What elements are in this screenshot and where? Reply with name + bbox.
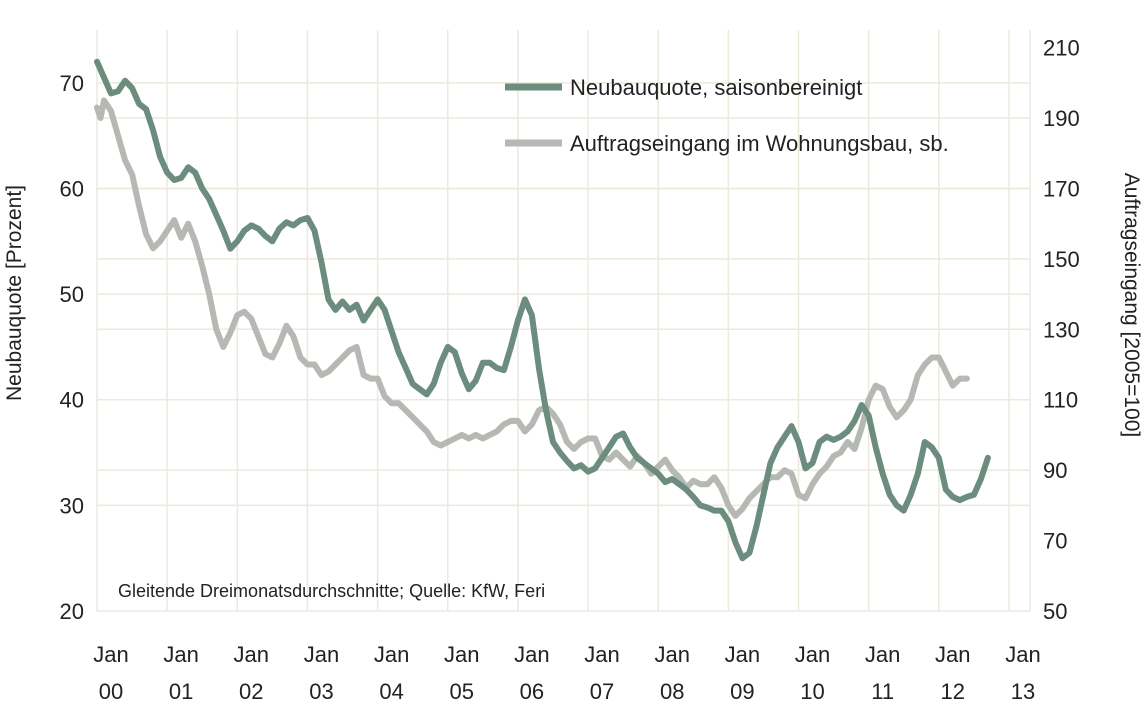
left-axis: 20 30 40 50 60 70 — [60, 71, 84, 624]
right-axis: 50 70 90 110 130 150 170 190 210 — [1043, 36, 1080, 624]
right-tick-label: 190 — [1043, 106, 1080, 131]
x-tick-label-year: 05 — [450, 679, 474, 703]
x-tick-label-month: Jan — [654, 642, 689, 667]
legend-label-auftragseingang: Auftragseingang im Wohnungsbau, sb. — [570, 131, 949, 156]
x-tick-label-month: Jan — [93, 642, 128, 667]
right-tick-label: 130 — [1043, 317, 1080, 342]
left-tick-label: 30 — [60, 493, 84, 518]
x-tick-label-year: 11 — [871, 679, 894, 703]
x-tick-label-year: 04 — [379, 679, 403, 703]
x-tick-label-month: Jan — [234, 642, 269, 667]
x-tick-label-year: 12 — [941, 679, 965, 703]
right-tick-label: 50 — [1043, 599, 1067, 624]
left-axis-title: Neubauquote [Prozent] — [3, 185, 26, 401]
x-tick-label-year: 01 — [169, 679, 193, 703]
x-tick-label-year: 09 — [730, 679, 754, 703]
right-tick-label: 70 — [1043, 529, 1067, 554]
x-tick-label-year: 00 — [99, 679, 123, 703]
series-lines — [94, 58, 991, 562]
x-tick-label-year: 06 — [520, 679, 544, 703]
legend-label-neubauquote: Neubauquote, saisonbereinigt — [570, 75, 862, 100]
x-tick-label-month: Jan — [444, 642, 479, 667]
right-tick-label: 210 — [1043, 36, 1080, 61]
x-tick-label-year: 13 — [1011, 679, 1035, 703]
x-tick-label-month: Jan — [865, 642, 900, 667]
x-tick-label-year: 07 — [590, 679, 614, 703]
x-tick-label-month: Jan — [374, 642, 409, 667]
right-tick-label: 150 — [1043, 247, 1080, 272]
right-axis-title: Auftragseingang [2005=100] — [1120, 173, 1143, 437]
right-tick-label: 90 — [1043, 458, 1067, 483]
x-tick-label-year: 03 — [309, 679, 333, 703]
x-tick-label-year: 08 — [660, 679, 684, 703]
x-tick-label-month: Jan — [514, 642, 549, 667]
right-tick-label: 110 — [1043, 388, 1078, 413]
left-tick-label: 70 — [60, 71, 84, 96]
x-tick-label-month: Jan — [163, 642, 198, 667]
x-tick-label-month: Jan — [584, 642, 619, 667]
left-tick-label: 20 — [60, 599, 84, 624]
left-tick-label: 50 — [60, 282, 84, 307]
x-tick-label-month: Jan — [795, 642, 830, 667]
left-tick-label: 60 — [60, 176, 84, 201]
x-tick-label-year: 10 — [800, 679, 824, 703]
x-tick-label-year: 02 — [239, 679, 263, 703]
x-tick-label-month: Jan — [935, 642, 970, 667]
x-axis: Jan 00 Jan 01 Jan 02 Jan 03 Jan 04 Jan 05 Jan 06 Jan 07… — [93, 642, 1040, 704]
source-note: Gleitende Dreimonatsdurchschnitte; Quell… — [118, 581, 545, 601]
x-tick-label-month: Jan — [725, 642, 760, 667]
legend: Neubauquote, saisonbereinigt Auftragsein… — [505, 75, 949, 156]
series-line-neubauquote — [94, 58, 991, 562]
x-tick-label-month: Jan — [1005, 642, 1040, 667]
right-tick-label: 170 — [1043, 176, 1080, 201]
left-tick-label: 40 — [60, 388, 84, 413]
x-tick-label-month: Jan — [304, 642, 339, 667]
series-line-auftragseingang — [94, 97, 970, 519]
